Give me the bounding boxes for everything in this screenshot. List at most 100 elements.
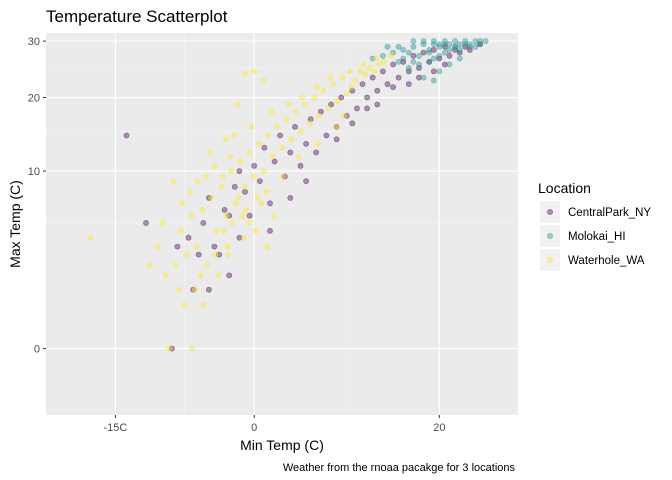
y-tick-label: 10 bbox=[28, 166, 40, 178]
point-waterhole-wa bbox=[87, 234, 94, 241]
point-waterhole-wa bbox=[248, 123, 255, 130]
point-waterhole-wa bbox=[329, 81, 336, 87]
point-centralpark-ny bbox=[287, 194, 294, 201]
point-waterhole-wa bbox=[353, 77, 359, 84]
legend-key-bg bbox=[540, 201, 560, 223]
point-waterhole-wa bbox=[297, 128, 304, 135]
point-waterhole-wa bbox=[211, 162, 218, 169]
point-molokai-hi bbox=[446, 61, 453, 68]
point-waterhole-wa bbox=[172, 262, 179, 269]
legend-item-centralpark-ny: CentralPark_NY bbox=[540, 201, 651, 223]
point-centralpark-ny bbox=[420, 49, 427, 56]
point-molokai-hi bbox=[452, 43, 458, 50]
point-waterhole-wa bbox=[218, 183, 225, 190]
point-molokai-hi bbox=[400, 55, 407, 62]
point-waterhole-wa bbox=[192, 286, 198, 293]
point-waterhole-wa bbox=[253, 227, 259, 234]
point-molokai-hi bbox=[456, 55, 463, 62]
point-centralpark-ny bbox=[390, 61, 396, 68]
point-waterhole-wa bbox=[178, 227, 184, 234]
point-molokai-hi bbox=[430, 55, 437, 62]
point-molokai-hi bbox=[430, 38, 437, 44]
point-molokai-hi bbox=[477, 38, 483, 44]
chart-caption: Weather from the rnoaa pacakge for 3 loc… bbox=[283, 462, 516, 474]
point-waterhole-wa bbox=[263, 188, 270, 195]
x-axis-ticks: -15C 0 20 bbox=[103, 415, 445, 434]
point-waterhole-wa bbox=[285, 101, 292, 108]
point-waterhole-wa bbox=[258, 200, 265, 207]
point-waterhole-wa bbox=[246, 149, 253, 156]
point-waterhole-wa bbox=[366, 65, 373, 71]
point-waterhole-wa bbox=[288, 136, 295, 143]
point-centralpark-ny bbox=[369, 74, 376, 81]
point-molokai-hi bbox=[472, 38, 479, 44]
point-waterhole-wa bbox=[339, 74, 346, 81]
point-waterhole-wa bbox=[283, 116, 290, 123]
point-waterhole-wa bbox=[237, 158, 244, 165]
point-molokai-hi bbox=[441, 38, 448, 44]
point-molokai-hi bbox=[482, 38, 489, 44]
point-waterhole-wa bbox=[269, 153, 276, 160]
point-centralpark-ny bbox=[364, 94, 370, 101]
point-centralpark-ny bbox=[441, 61, 448, 68]
point-waterhole-wa bbox=[239, 212, 246, 219]
point-waterhole-wa bbox=[242, 206, 249, 213]
point-waterhole-wa bbox=[183, 251, 190, 258]
point-waterhole-wa bbox=[299, 94, 306, 101]
point-waterhole-wa bbox=[333, 123, 340, 130]
point-centralpark-ny bbox=[328, 101, 334, 108]
point-waterhole-wa bbox=[371, 68, 378, 75]
point-centralpark-ny bbox=[410, 52, 417, 59]
point-molokai-hi bbox=[416, 52, 422, 59]
point-molokai-hi bbox=[410, 58, 417, 65]
point-molokai-hi bbox=[405, 49, 412, 56]
point-centralpark-ny bbox=[211, 243, 218, 250]
point-waterhole-wa bbox=[320, 87, 327, 94]
point-waterhole-wa bbox=[254, 194, 261, 201]
point-waterhole-wa bbox=[292, 108, 299, 115]
point-centralpark-ny bbox=[400, 58, 407, 65]
point-waterhole-wa bbox=[265, 132, 271, 139]
point-centralpark-ny bbox=[242, 188, 248, 195]
point-waterhole-wa bbox=[199, 206, 206, 213]
point-waterhole-wa bbox=[346, 68, 353, 75]
point-centralpark-ny bbox=[359, 81, 366, 87]
point-centralpark-ny bbox=[405, 81, 412, 87]
point-waterhole-wa bbox=[341, 112, 347, 119]
point-waterhole-wa bbox=[264, 243, 271, 250]
point-molokai-hi bbox=[420, 38, 427, 44]
point-waterhole-wa bbox=[213, 227, 220, 234]
point-centralpark-ny bbox=[379, 68, 386, 75]
point-waterhole-wa bbox=[193, 243, 200, 250]
point-waterhole-wa bbox=[343, 90, 350, 97]
point-waterhole-wa bbox=[189, 345, 196, 352]
point-molokai-hi bbox=[462, 41, 469, 48]
point-waterhole-wa bbox=[315, 140, 321, 147]
point-molokai-hi bbox=[452, 38, 458, 44]
point-waterhole-wa bbox=[242, 71, 248, 77]
point-centralpark-ny bbox=[267, 200, 273, 207]
point-molokai-hi bbox=[379, 52, 386, 59]
point-centralpark-ny bbox=[364, 105, 370, 112]
y-tick-label: 30 bbox=[28, 36, 40, 48]
point-waterhole-wa bbox=[234, 101, 241, 108]
point-centralpark-ny bbox=[221, 206, 228, 213]
point-waterhole-wa bbox=[220, 227, 227, 234]
legend-key-point bbox=[547, 257, 553, 263]
point-waterhole-wa bbox=[204, 262, 210, 269]
point-waterhole-wa bbox=[362, 71, 369, 77]
point-centralpark-ny bbox=[466, 47, 473, 53]
point-centralpark-ny bbox=[338, 94, 345, 101]
point-waterhole-wa bbox=[223, 212, 230, 219]
point-centralpark-ny bbox=[452, 47, 458, 53]
point-molokai-hi bbox=[390, 49, 396, 56]
point-centralpark-ny bbox=[416, 74, 422, 81]
point-waterhole-wa bbox=[146, 262, 153, 269]
legend-key-point bbox=[547, 209, 553, 215]
legend: Location CentralPark_NY Molokai_HI Waterho… bbox=[538, 180, 651, 271]
point-centralpark-ny bbox=[430, 47, 437, 53]
point-molokai-hi bbox=[446, 41, 453, 48]
point-centralpark-ny bbox=[236, 234, 243, 241]
point-waterhole-wa bbox=[230, 132, 237, 139]
